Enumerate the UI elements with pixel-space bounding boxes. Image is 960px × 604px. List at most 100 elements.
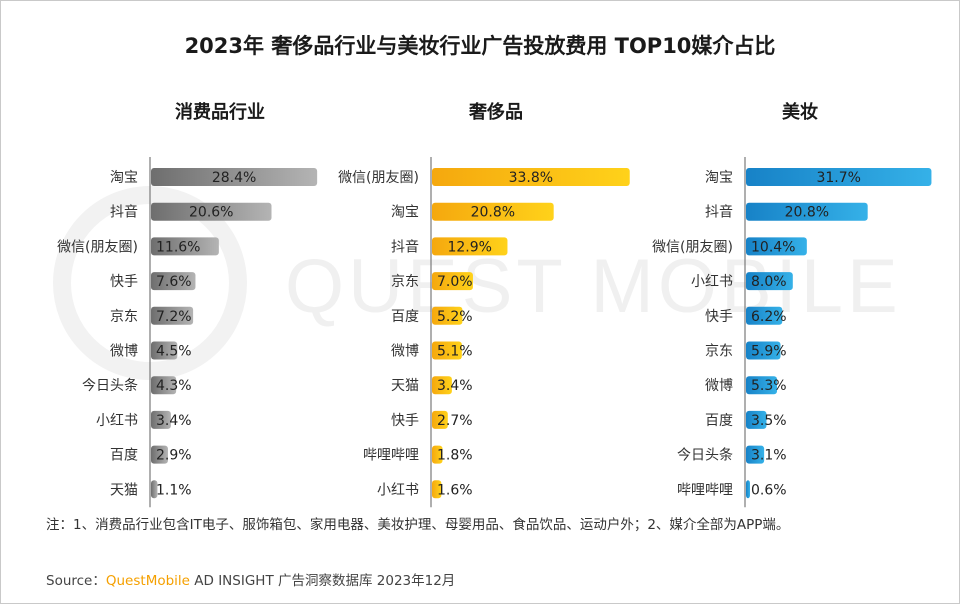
data-label: 28.4% bbox=[212, 170, 256, 186]
data-label: 31.7% bbox=[816, 170, 860, 186]
data-label: 1.1% bbox=[156, 482, 192, 498]
data-label: 4.3% bbox=[156, 378, 192, 394]
bar bbox=[432, 480, 442, 499]
bar bbox=[432, 376, 452, 395]
category-label: 淘宝 bbox=[110, 170, 138, 186]
category-label: 微信(朋友圈) bbox=[57, 239, 138, 255]
category-label: 天猫 bbox=[391, 378, 419, 394]
data-label: 20.8% bbox=[785, 205, 829, 221]
bar bbox=[746, 306, 783, 325]
category-label: 天猫 bbox=[110, 482, 138, 498]
bar bbox=[151, 445, 168, 464]
data-label: 3.5% bbox=[751, 413, 787, 429]
data-label: 6.2% bbox=[751, 309, 787, 325]
category-label: 哔哩哔哩 bbox=[363, 448, 419, 464]
bar bbox=[746, 237, 807, 256]
bar bbox=[432, 445, 443, 464]
bar bbox=[746, 202, 868, 221]
bar bbox=[432, 410, 448, 429]
bar bbox=[746, 341, 781, 360]
bar bbox=[432, 272, 473, 291]
data-label: 5.3% bbox=[751, 378, 787, 394]
data-label: 1.8% bbox=[437, 448, 473, 464]
bar bbox=[151, 306, 194, 325]
bar bbox=[151, 237, 219, 256]
bar bbox=[746, 272, 793, 291]
data-label: 5.9% bbox=[751, 344, 787, 360]
data-label: 2.7% bbox=[437, 413, 473, 429]
data-label: 33.8% bbox=[509, 170, 553, 186]
panel-title: 奢侈品 bbox=[468, 101, 523, 123]
category-label: 淘宝 bbox=[391, 205, 419, 221]
bar bbox=[746, 480, 750, 499]
category-label: 京东 bbox=[110, 309, 138, 325]
category-label: 京东 bbox=[391, 274, 419, 290]
data-label: 20.8% bbox=[471, 205, 515, 221]
category-label: 抖音 bbox=[110, 204, 138, 221]
bar bbox=[432, 168, 630, 186]
footnote: 注：1、消费品行业包含IT电子、服饰箱包、家用电器、美妆护理、母婴用品、食品饮品… bbox=[46, 516, 789, 533]
bar bbox=[746, 410, 767, 429]
panel-title: 美妆 bbox=[782, 101, 818, 123]
source-prefix: Source： bbox=[46, 573, 106, 589]
data-label: 4.5% bbox=[156, 344, 192, 360]
watermark-text: QUEST MOBILE bbox=[285, 244, 902, 329]
bar bbox=[432, 202, 554, 221]
data-label: 5.1% bbox=[437, 344, 473, 360]
category-label: 快手 bbox=[110, 274, 138, 290]
bar bbox=[746, 376, 778, 395]
category-label: 微信(朋友圈) bbox=[652, 239, 733, 255]
category-label: 小红书 bbox=[691, 274, 733, 290]
bar bbox=[151, 376, 177, 395]
source-brand: QuestMobile bbox=[106, 573, 190, 589]
data-label: 0.6% bbox=[751, 482, 787, 498]
data-label: 7.2% bbox=[156, 309, 192, 325]
data-label: 3.4% bbox=[437, 378, 473, 394]
bar bbox=[432, 341, 462, 360]
data-label: 7.6% bbox=[156, 274, 192, 290]
bar bbox=[432, 237, 508, 256]
data-label: 3.1% bbox=[751, 448, 787, 464]
category-label: 今日头条 bbox=[82, 377, 138, 394]
bar bbox=[151, 168, 318, 186]
source-suffix: AD INSIGHT 广告洞察数据库 2023年12月 bbox=[190, 572, 455, 589]
bar bbox=[151, 341, 178, 360]
bar bbox=[746, 168, 932, 186]
category-label: 微博 bbox=[705, 377, 733, 394]
data-label: 3.4% bbox=[156, 413, 192, 429]
category-label: 抖音 bbox=[705, 204, 733, 221]
category-label: 百度 bbox=[391, 309, 419, 325]
data-label: 20.6% bbox=[189, 205, 233, 221]
panel-title: 消费品行业 bbox=[175, 101, 265, 123]
category-label: 今日头条 bbox=[677, 447, 733, 464]
source-line: Source：QuestMobile AD INSIGHT 广告洞察数据库 20… bbox=[46, 572, 455, 589]
category-label: 百度 bbox=[110, 448, 138, 464]
category-label: 京东 bbox=[705, 344, 733, 360]
category-label: 快手 bbox=[391, 413, 419, 429]
category-label: 百度 bbox=[705, 413, 733, 429]
data-label: 8.0% bbox=[751, 274, 787, 290]
category-label: 小红书 bbox=[96, 413, 138, 429]
category-label: 淘宝 bbox=[705, 170, 733, 186]
data-label: 10.4% bbox=[751, 239, 795, 255]
category-label: 小红书 bbox=[377, 482, 419, 498]
category-label: 微信(朋友圈) bbox=[338, 170, 419, 186]
category-label: 快手 bbox=[705, 309, 733, 325]
bar bbox=[151, 410, 171, 429]
bar bbox=[432, 306, 463, 325]
category-label: 微博 bbox=[110, 343, 138, 360]
category-label: 哔哩哔哩 bbox=[677, 482, 733, 498]
data-label: 5.2% bbox=[437, 309, 473, 325]
data-label: 1.6% bbox=[437, 482, 473, 498]
category-label: 微博 bbox=[391, 343, 419, 360]
bar bbox=[746, 445, 765, 464]
category-label: 抖音 bbox=[391, 238, 419, 255]
data-label: 2.9% bbox=[156, 448, 192, 464]
bar bbox=[151, 272, 196, 291]
